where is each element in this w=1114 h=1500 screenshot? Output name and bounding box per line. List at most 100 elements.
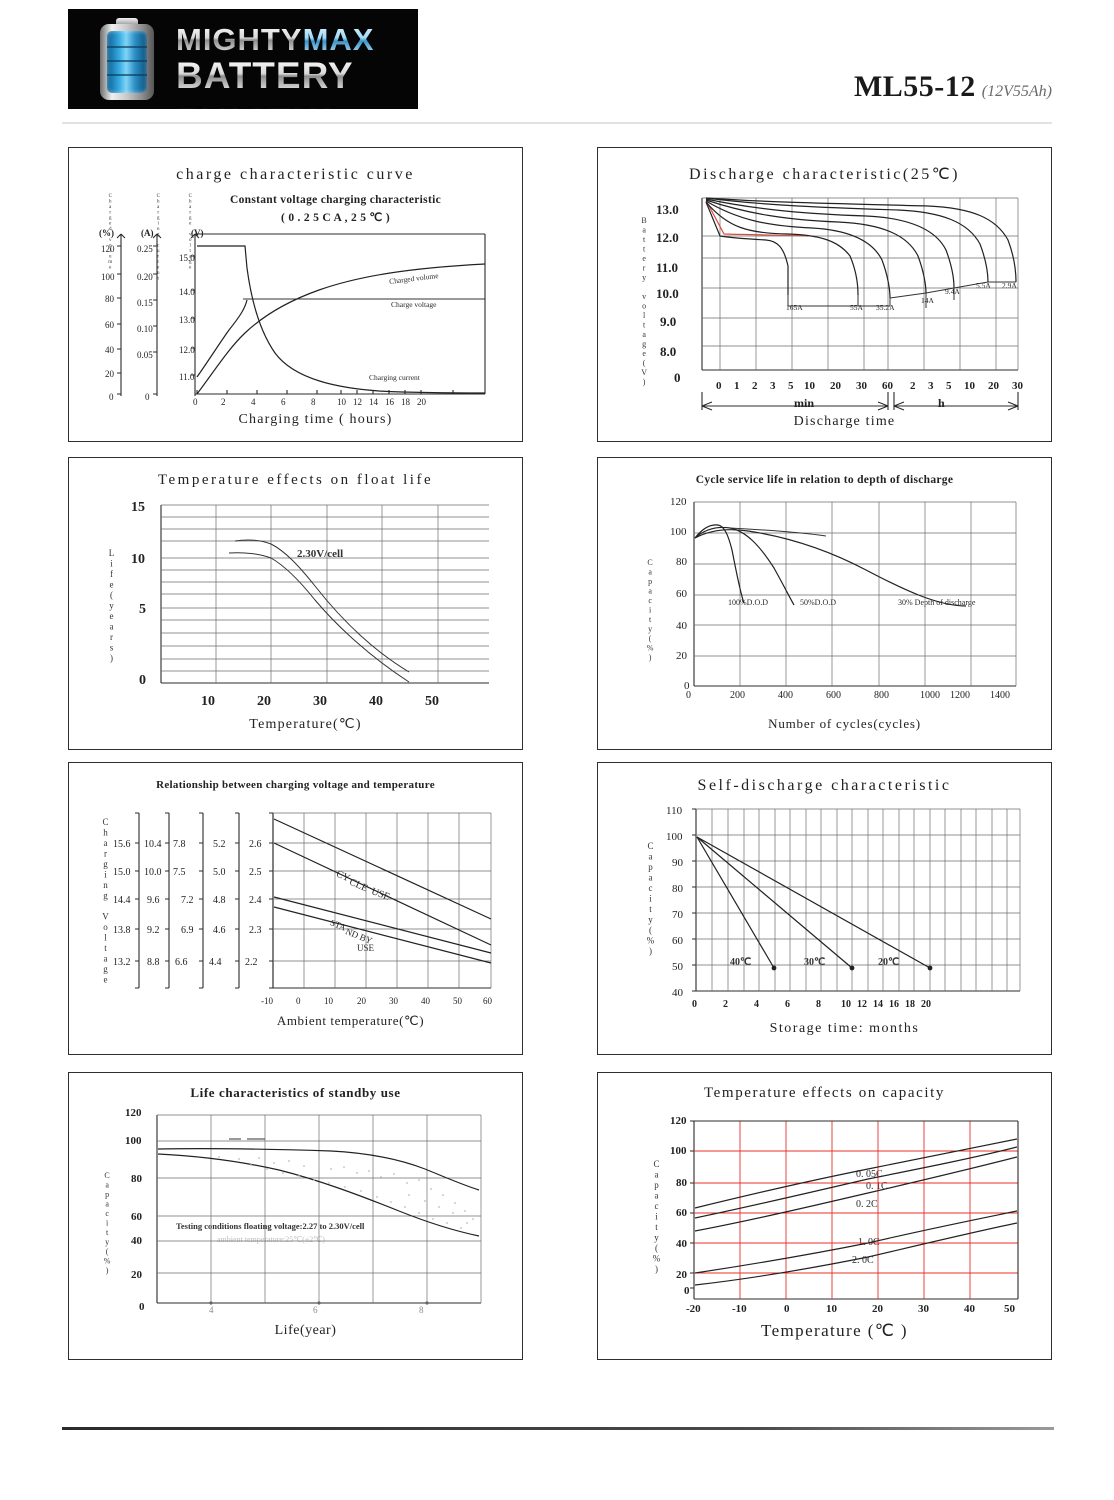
chart-plot-area	[693, 501, 1017, 687]
axis-caption-charging-current: Charging current	[155, 194, 161, 282]
xtick-14: 14	[873, 999, 883, 1010]
series-label-01c: 0. 1C	[866, 1181, 888, 1192]
tick-pct-40: 40	[105, 345, 114, 355]
header-divider	[62, 122, 1052, 124]
tick-amp-025: 0.25	[137, 244, 153, 254]
xtick-0: 0	[193, 397, 198, 407]
vaxis3-75: 7.5	[173, 867, 186, 878]
logo-max-text: MAX	[302, 22, 375, 57]
series-label-40c: 40℃	[730, 957, 752, 968]
ytick-60: 60	[131, 1211, 142, 1223]
ytick-40: 40	[131, 1235, 142, 1247]
series-label-55a-h: 5.5A	[976, 281, 991, 290]
series-label-charging-current: Charging current	[369, 373, 420, 382]
ytick-0: 0	[684, 1285, 690, 1297]
xtick-10: 10	[337, 397, 346, 407]
chart-subtitle-line1: Constant voltage charging characteristic	[230, 194, 441, 206]
xtick-5: 5	[788, 380, 794, 392]
y-axis-label: Battery voltage(V)	[639, 216, 649, 387]
vaxis2-96: 9.6	[147, 895, 160, 906]
tick-amp-010: 0.10	[137, 324, 153, 334]
brand-logo: MIGHTYMAX BATTERY BATTERY	[68, 9, 418, 109]
xtick-1: 1	[734, 380, 740, 392]
xtick-h3: 3	[928, 380, 934, 392]
ytick-80: 80	[131, 1173, 142, 1185]
y-axis-label: Life(years)	[106, 548, 117, 664]
vaxis5-25: 2.5	[249, 867, 262, 878]
chart-panel-cycle-service-life: Cycle service life in relation to depth …	[597, 457, 1052, 750]
series-label-charge-voltage: Charge voltage	[391, 300, 437, 309]
xtick-12: 12	[353, 397, 362, 407]
chart-panel-charge-characteristic-curve: charge characteristic curve Constant vol…	[68, 147, 523, 442]
tick-amp-005: 0.05	[137, 350, 153, 360]
xtick-minus20: -20	[686, 1303, 701, 1315]
axis-unit-ampere: (A)	[141, 228, 154, 238]
vaxis3-72: 7.2	[181, 895, 194, 906]
xtick-10: 10	[201, 694, 215, 709]
vaxis1-156: 15.6	[113, 839, 131, 850]
ytick-0: 0	[139, 673, 146, 688]
vaxis2-104: 10.4	[144, 839, 162, 850]
y-axis-label: Charging Voltage	[100, 817, 111, 985]
xtick-h30: 30	[1012, 380, 1023, 392]
vaxis4-44: 4.4	[209, 957, 222, 968]
ytick-90: 9.0	[660, 314, 677, 329]
x-axis-label: Life(year)	[274, 1323, 337, 1338]
series-label-50-dod: 50%D.O.D	[800, 598, 836, 607]
xtick-6: 6	[281, 397, 286, 407]
xtick-1000: 1000	[920, 690, 940, 701]
xtick-40: 40	[421, 996, 430, 1006]
axis-caption-charged-volume: Charged volume	[107, 194, 113, 271]
vaxis1-150: 15.0	[113, 867, 131, 878]
tick-pct-0: 0	[109, 392, 114, 402]
ytick-80: 80	[676, 1177, 687, 1189]
ytick-70: 70	[672, 909, 683, 921]
xtick-200: 200	[730, 690, 745, 701]
model-spec: (12V55Ah)	[981, 83, 1052, 100]
chart-title: charge characteristic curve	[176, 166, 415, 183]
ytick-120: 120	[670, 496, 687, 508]
xtick-12: 12	[857, 999, 867, 1010]
ytick-80: 80	[672, 883, 683, 895]
xtick-20: 20	[830, 380, 841, 392]
logo-line-one: MIGHTYMAX	[176, 24, 374, 55]
chart-plot-area	[135, 812, 492, 989]
x-axis-label: Temperature (℃ )	[761, 1321, 908, 1340]
xtick-0: 0	[686, 690, 691, 701]
series-label-29a: 2.9A	[1002, 281, 1017, 290]
x-group-h: h	[938, 396, 945, 410]
xtick-4: 4	[209, 1305, 214, 1315]
x-axis-label: Number of cycles(cycles)	[768, 716, 921, 731]
vaxis5-24: 2.4	[249, 895, 262, 906]
battery-icon	[94, 18, 160, 100]
vaxis2-92: 9.2	[147, 925, 160, 936]
ytick-90: 90	[672, 857, 683, 869]
y-axis-label: Capacity(%)	[651, 1159, 662, 1275]
xtick-4: 4	[754, 999, 759, 1010]
xtick-30: 30	[389, 996, 398, 1006]
chart-plot-area	[690, 1120, 1019, 1300]
xtick-600: 600	[826, 690, 841, 701]
xtick-800: 800	[874, 690, 889, 701]
vaxis4-46: 4.6	[213, 925, 226, 936]
ytick-80: 8.0	[660, 344, 677, 359]
vaxis5-22: 2.2	[245, 957, 258, 968]
chart-title: Temperature effects on float life	[157, 472, 434, 488]
xtick-60: 60	[882, 380, 893, 392]
x-axis-label: Storage time: months	[769, 1021, 920, 1036]
ytick-110: 11.0	[656, 260, 679, 275]
xtick-16: 16	[889, 999, 899, 1010]
vaxis4-50: 5.0	[213, 867, 226, 878]
xtick-10: 10	[804, 380, 815, 392]
xtick-2: 2	[723, 999, 728, 1010]
ytick-60: 60	[672, 935, 683, 947]
model-title-block: ML55-12 (12V55Ah)	[854, 70, 1052, 104]
series-label-100-dod: 100%D.O.D	[728, 598, 768, 607]
series-label-standby-use-c: USE	[357, 943, 375, 953]
xtick-8: 8	[311, 397, 316, 407]
annotation-float-voltage: 2.30V/cell	[297, 548, 344, 560]
logo-mighty-text: MIGHTY	[176, 22, 303, 57]
page-header: MIGHTYMAX BATTERY BATTERY ML55-12 (12V55A…	[0, 0, 1114, 124]
vaxis1-138: 13.8	[113, 925, 131, 936]
